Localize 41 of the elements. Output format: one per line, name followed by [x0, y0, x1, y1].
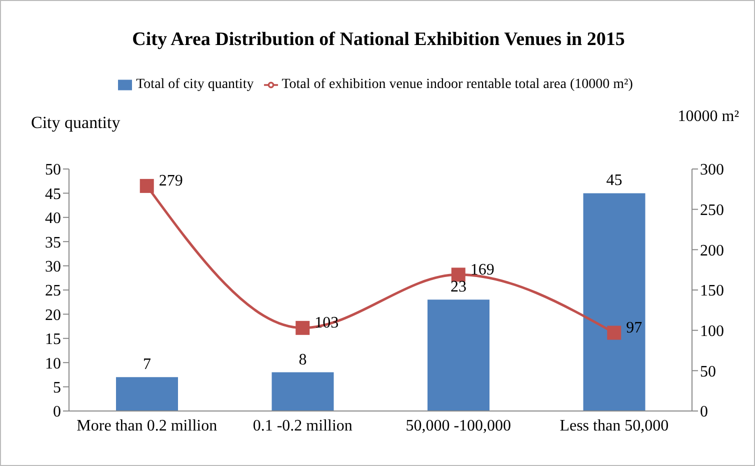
- y2-tick-label: 150: [700, 282, 724, 300]
- bar: [116, 377, 178, 411]
- legend-label: Total of city quantity: [136, 77, 254, 92]
- y2-tick-label: 100: [700, 323, 724, 340]
- chart-title: City Area Distribution of National Exhibition Venues in 2015: [131, 29, 626, 51]
- y-tick-label: 20: [45, 306, 61, 324]
- y2-tick-label: 250: [700, 202, 724, 220]
- data-label: 97: [626, 319, 642, 336]
- y-tick-label: 30: [45, 258, 61, 276]
- y-tick-label: 5: [53, 379, 61, 396]
- data-label: 23: [450, 278, 466, 296]
- bar: [428, 300, 490, 411]
- y-tick-label: 25: [45, 282, 61, 300]
- y2-tick-label: 300: [700, 162, 724, 179]
- legend-label: Total of exhibition venue indoor rentable total area (10000 m²): [282, 77, 633, 92]
- data-label: 8: [298, 351, 307, 368]
- bar: [272, 372, 334, 411]
- y2-tick-label: 0: [700, 404, 708, 421]
- y2-axis-title: 10000 m²: [678, 108, 739, 126]
- y-tick-label: 0: [53, 404, 61, 421]
- point: [296, 320, 310, 335]
- y-tick-label: 40: [45, 210, 61, 228]
- y2-tick-label: 50: [700, 363, 716, 380]
- point: [607, 326, 622, 340]
- y-tick-label: 50: [45, 162, 61, 179]
- point: [140, 178, 154, 193]
- y2-tick-label: 200: [700, 242, 724, 260]
- x-tick-label: Less than 50,000: [560, 417, 669, 434]
- y-tick-label: 45: [45, 186, 61, 203]
- data-label: 169: [470, 261, 494, 278]
- y-axis-title: City quantity: [31, 113, 120, 133]
- x-tick-label: More than 0.2 million: [76, 417, 218, 434]
- x-tick-label: 0.1 -0.2 million: [252, 417, 352, 434]
- y-tick-label: 15: [45, 331, 61, 348]
- x-tick-label: 50,000 -100,000: [406, 417, 512, 434]
- data-label: 7: [143, 356, 151, 374]
- data-label: 279: [158, 172, 183, 190]
- y-tick-label: 35: [45, 234, 61, 252]
- y-tick-label: 10: [45, 355, 61, 372]
- data-label: 45: [606, 172, 622, 190]
- bar: [583, 193, 646, 411]
